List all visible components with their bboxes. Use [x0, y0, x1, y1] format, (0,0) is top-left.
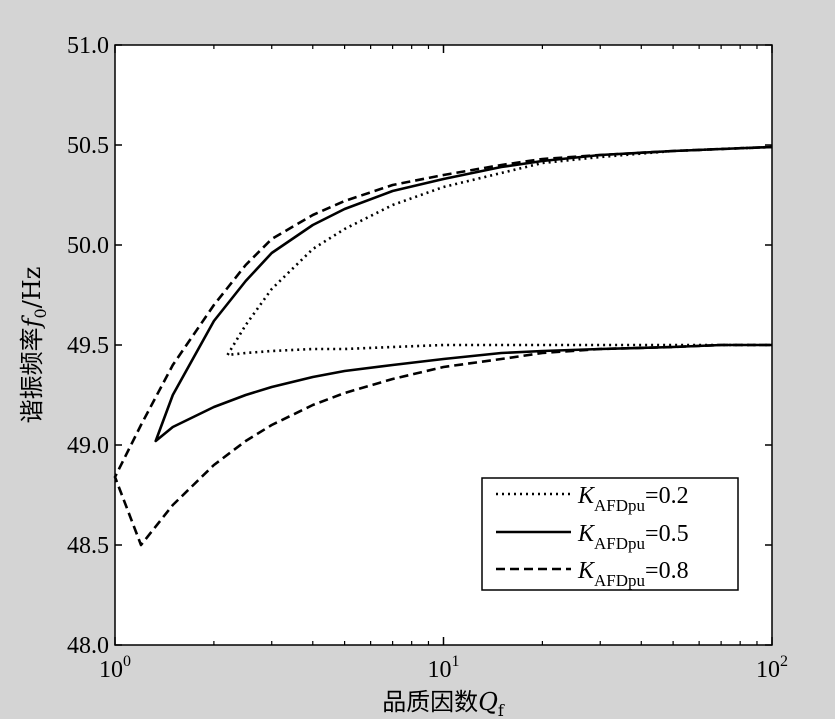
legend-box: [481, 477, 739, 591]
x-axis-title: 品质因数Qf: [382, 688, 505, 719]
series-line-3: [113, 145, 773, 547]
series-line-2: [154, 145, 773, 443]
legend-label-2-var: K: [577, 521, 596, 547]
y-tick-label: 51.0: [67, 33, 109, 59]
legend-label-3-eq: =0.8: [645, 558, 689, 584]
y-axis-title-main: 谐振频率: [18, 327, 46, 423]
legend-label-2: KAFDpu=0.5: [577, 521, 689, 553]
y-axis-title-sub: 0: [31, 308, 50, 318]
x-tick-label: 100: [99, 653, 131, 683]
y-axis-title: 谐振频率f0/Hz: [18, 267, 50, 424]
x-tick-base: 10: [99, 657, 123, 683]
x-axis-title-sub: f: [498, 701, 505, 719]
legend-label-1-var: K: [577, 483, 596, 509]
y-tick-label: 50.0: [67, 233, 109, 259]
x-tick-exp: 2: [780, 653, 788, 670]
legend-label-2-eq: =0.5: [645, 521, 689, 547]
y-tick-label: 48.5: [67, 533, 109, 559]
x-tick-exp: 0: [123, 653, 131, 670]
series-layer: [113, 145, 773, 547]
y-axis-title-unit: /Hz: [18, 267, 46, 309]
legend-label-2-sub: AFDpu: [594, 534, 646, 553]
legend-label-1-sub: AFDpu: [594, 496, 646, 515]
x-axis-title-main: 品质因数: [382, 688, 478, 716]
legend: KAFDpu=0.2 KAFDpu=0.5 KAFDpu=0.8: [481, 477, 739, 591]
legend-label-3-var: K: [577, 558, 596, 584]
y-tick-label: 49.0: [67, 433, 109, 459]
x-tick-label: 101: [428, 653, 460, 683]
y-tick-label: 48.0: [67, 633, 109, 659]
legend-label-3: KAFDpu=0.8: [577, 558, 689, 590]
x-tick-base: 10: [756, 657, 780, 683]
x-axis-title-var: Q: [478, 688, 498, 716]
y-tick-label: 50.5: [67, 133, 109, 159]
x-tick-label: 102: [756, 653, 788, 683]
legend-label-3-sub: AFDpu: [594, 571, 646, 590]
y-tick-label: 49.5: [67, 333, 109, 359]
legend-label-1: KAFDpu=0.2: [577, 483, 689, 515]
x-tick-base: 10: [428, 657, 452, 683]
legend-label-1-eq: =0.2: [645, 483, 689, 509]
x-tick-exp: 1: [452, 653, 460, 670]
